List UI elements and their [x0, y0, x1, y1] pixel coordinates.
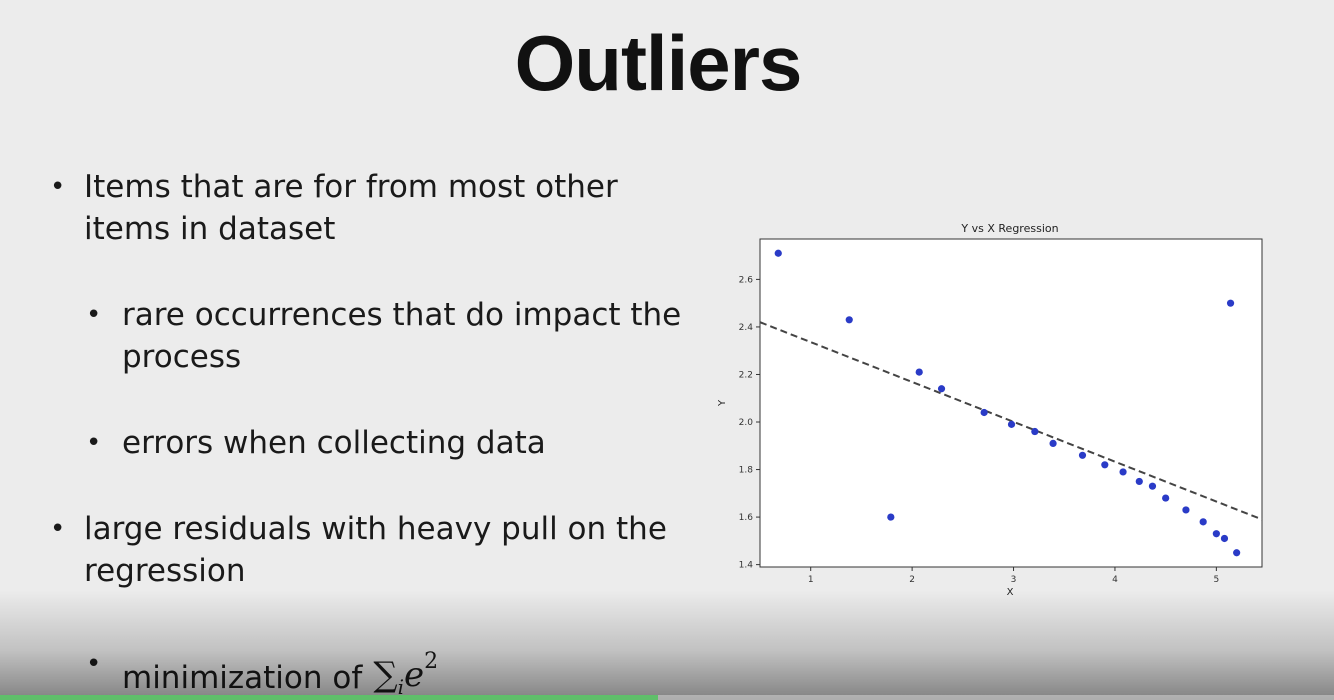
x-tick-label: 4 [1112, 575, 1118, 585]
x-tick-label: 5 [1213, 575, 1219, 585]
data-point [1226, 299, 1235, 307]
data-point [1182, 506, 1190, 514]
bullet-5: • minimization of ∑ie2 [86, 643, 686, 700]
data-point [1049, 439, 1057, 448]
scatter-chart: Y vs X Regression X Y 1 2 3 4 5 1.4 1.6 1.8 2.0 2… [700, 215, 1280, 605]
chart-svg: Y vs X Regression X Y 1 2 3 4 5 1.4 1.6 1.8 2.0 2… [717, 222, 1263, 598]
chart-title: Y vs X Regression [960, 222, 1058, 235]
formula-index: i [397, 675, 405, 699]
y-tick-label: 2.0 [739, 418, 754, 428]
data-point [1007, 420, 1016, 428]
data-point [1135, 477, 1143, 486]
y-tick-label: 2.4 [739, 323, 754, 333]
data-point [1162, 494, 1170, 502]
bullet-text: errors when collecting data [122, 425, 546, 461]
formula-sum-symbol: ∑ [373, 655, 398, 695]
bullet-1: • Items that are for from most other ite… [50, 166, 670, 250]
data-point [887, 513, 895, 521]
bullet-2: • rare occurrences that do impact the pr… [86, 294, 686, 378]
y-tick-label: 2.6 [739, 275, 754, 285]
bullet-dot: • [50, 172, 66, 202]
data-point [1148, 482, 1157, 490]
y-tick-label: 1.6 [739, 513, 754, 523]
data-point [1212, 530, 1220, 538]
sum-formula: ∑ie2 [373, 649, 438, 699]
x-axis-label: X [1007, 587, 1014, 598]
bullet-dot: • [50, 514, 66, 544]
y-tick-label: 2.2 [739, 370, 753, 380]
bullet-dot: • [86, 300, 102, 330]
formula-base: e [404, 655, 425, 695]
video-progress-fill [0, 695, 658, 700]
x-tick-label: 2 [909, 575, 915, 585]
bullet-text: Items that are for from most other items… [84, 169, 618, 247]
slide-title: Outliers [514, 19, 803, 107]
bullet-text: rare occurrences that do impact the proc… [122, 297, 682, 375]
plot-area: 1 2 3 4 5 1.4 1.6 1.8 2.0 2.2 2.4 2.6 [739, 238, 1263, 585]
data-point [1031, 427, 1039, 436]
data-point [937, 385, 946, 393]
plot-frame [759, 238, 1263, 568]
formula-exponent: 2 [424, 649, 439, 674]
bullet-text: large residuals with heavy pull on the r… [84, 511, 667, 589]
data-point [1233, 549, 1241, 557]
bullet-4: • large residuals with heavy pull on the… [50, 508, 670, 592]
bullet-3: • errors when collecting data [86, 422, 686, 464]
data-point [845, 316, 853, 324]
y-axis-label: Y [717, 399, 728, 407]
data-point [1220, 534, 1229, 543]
bullet-dot: • [86, 428, 102, 458]
data-point [774, 249, 782, 257]
regression-line [759, 321, 1263, 521]
bullet-text: minimization of [122, 660, 363, 696]
data-point [915, 368, 923, 376]
x-tick-label: 3 [1011, 575, 1017, 585]
data-point [1199, 518, 1207, 526]
x-tick-label: 1 [808, 575, 814, 585]
data-point [1078, 451, 1087, 459]
bullet-dot: • [86, 649, 102, 679]
video-progress-track[interactable] [0, 695, 1334, 700]
data-point [1119, 468, 1127, 476]
data-point [980, 408, 988, 417]
y-tick-label: 1.4 [739, 561, 754, 571]
y-tick-label: 1.8 [739, 466, 754, 476]
data-point [1101, 461, 1109, 469]
